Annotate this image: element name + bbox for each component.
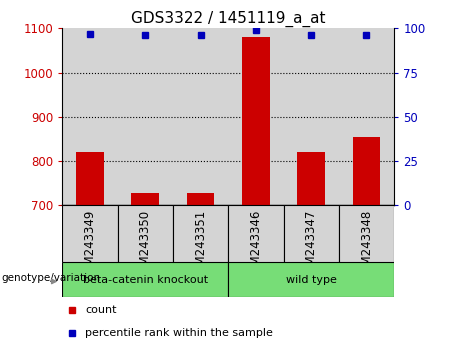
Text: GSM243349: GSM243349 bbox=[83, 210, 96, 281]
Bar bbox=[76, 152, 104, 205]
Text: count: count bbox=[85, 305, 117, 315]
Bar bbox=[353, 137, 380, 205]
Bar bbox=[228, 28, 284, 205]
Bar bbox=[173, 205, 228, 262]
Bar bbox=[284, 28, 339, 205]
Text: GSM243347: GSM243347 bbox=[305, 210, 318, 281]
Bar bbox=[228, 262, 394, 297]
Bar bbox=[118, 205, 173, 262]
Bar bbox=[339, 205, 394, 262]
Bar bbox=[62, 205, 118, 262]
Text: beta-catenin knockout: beta-catenin knockout bbox=[83, 275, 208, 285]
Text: percentile rank within the sample: percentile rank within the sample bbox=[85, 328, 273, 338]
Bar bbox=[62, 262, 228, 297]
Bar bbox=[228, 205, 284, 262]
Text: GSM243350: GSM243350 bbox=[139, 210, 152, 281]
Bar bbox=[187, 193, 214, 205]
Bar bbox=[118, 28, 173, 205]
Bar bbox=[339, 28, 394, 205]
Text: GSM243348: GSM243348 bbox=[360, 210, 373, 281]
Bar bbox=[131, 193, 159, 205]
Text: GSM243351: GSM243351 bbox=[194, 210, 207, 281]
Bar bbox=[62, 28, 118, 205]
Text: wild type: wild type bbox=[286, 275, 337, 285]
Bar bbox=[173, 28, 228, 205]
Bar bbox=[284, 205, 339, 262]
Bar bbox=[297, 152, 325, 205]
Bar bbox=[242, 37, 270, 205]
Text: genotype/variation: genotype/variation bbox=[1, 273, 100, 283]
Text: GSM243346: GSM243346 bbox=[249, 210, 262, 281]
Title: GDS3322 / 1451119_a_at: GDS3322 / 1451119_a_at bbox=[131, 11, 325, 27]
